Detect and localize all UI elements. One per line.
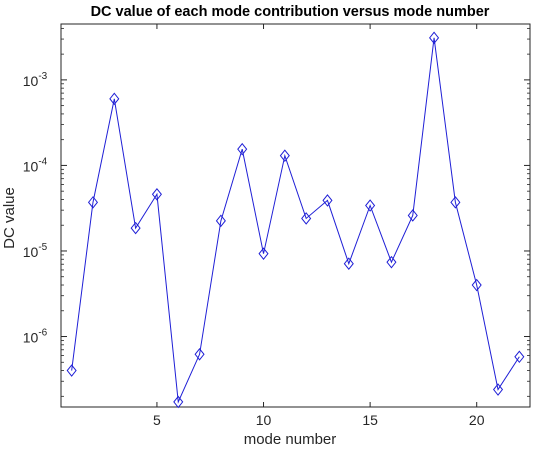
data-point — [450, 196, 461, 209]
data-point — [173, 395, 184, 409]
data-point — [151, 187, 162, 201]
data-point — [343, 257, 354, 270]
data-point — [194, 347, 205, 361]
data-point — [386, 255, 397, 269]
y-tick-label: 10-6 — [23, 328, 48, 346]
data-point — [130, 221, 141, 235]
data-point — [301, 212, 312, 225]
data-point — [429, 31, 440, 45]
data-point — [471, 278, 482, 292]
data-point — [66, 364, 77, 377]
data-point — [237, 142, 248, 156]
data-point — [109, 92, 120, 106]
x-axis-ticks: 5 10 15 20 — [153, 24, 485, 428]
y-tick-label: 10-5 — [23, 242, 48, 260]
data-point — [258, 247, 269, 260]
x-tick-label: 10 — [256, 412, 272, 428]
data-point — [407, 209, 418, 222]
y-tick-label: 10-4 — [23, 156, 48, 174]
data-point — [215, 214, 226, 228]
chart-title: DC value of each mode contribution versu… — [91, 4, 490, 20]
y-tick-label: 10-3 — [23, 71, 48, 89]
x-tick-label: 5 — [153, 412, 161, 428]
data-point — [279, 149, 290, 162]
x-axis-label: mode number — [244, 431, 337, 448]
data-point — [365, 199, 376, 212]
x-tick-label: 15 — [362, 412, 378, 428]
data-point — [492, 383, 504, 396]
plot-area — [60, 23, 531, 408]
data-point — [87, 196, 99, 209]
y-axis-ticks: 10-6 10-5 10-4 10-3 — [23, 27, 530, 397]
data-point — [514, 350, 525, 364]
data-point — [322, 194, 333, 207]
y-axis-label: DC value — [1, 187, 18, 249]
x-tick-label: 20 — [469, 412, 485, 428]
series-layer — [66, 31, 525, 409]
series-line — [71, 37, 520, 404]
